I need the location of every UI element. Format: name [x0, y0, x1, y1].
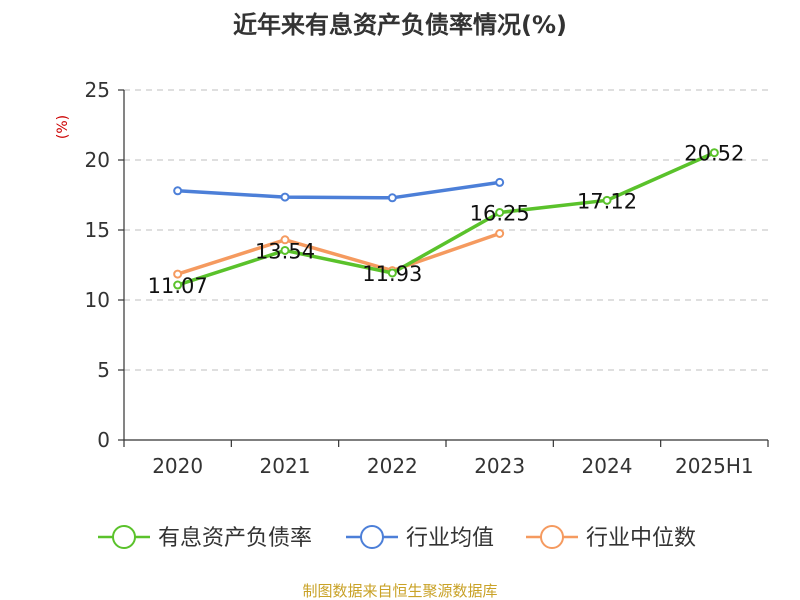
- data-label: 17.12: [577, 189, 637, 213]
- data-point: [495, 177, 505, 187]
- y-tick-label: 5: [97, 358, 110, 382]
- y-tick-label: 15: [85, 218, 110, 242]
- y-tick-label: 0: [97, 428, 110, 452]
- legend-item: 行业中位数: [526, 525, 696, 551]
- x-tick-label: 2021: [260, 454, 311, 478]
- y-tick-label: 10: [85, 288, 110, 312]
- legend-marker: [360, 525, 384, 549]
- series-lines: [173, 148, 719, 290]
- data-label: 13.54: [255, 239, 315, 263]
- legend-item: 有息资产负债率: [98, 525, 312, 551]
- legend-label: 行业均值: [406, 526, 494, 551]
- data-point: [173, 280, 183, 290]
- x-tick-label: 2023: [474, 454, 525, 478]
- series-1: [173, 177, 505, 203]
- y-tick-label: 20: [85, 148, 110, 172]
- grid-lines: [124, 89, 768, 371]
- y-tick-label: 25: [85, 78, 110, 102]
- data-label: 16.25: [470, 202, 530, 226]
- axes: 0 5 10 15 20 25 2020 2021 2022 2023 2024 2025H1: [85, 78, 769, 478]
- data-point: [280, 245, 290, 255]
- data-point: [602, 195, 612, 205]
- legend-label: 有息资产负债率: [158, 526, 312, 551]
- x-tick-label: 2020: [152, 454, 203, 478]
- data-label: 20.52: [684, 142, 744, 166]
- legend-label: 行业中位数: [586, 526, 696, 551]
- data-label: 11.07: [148, 274, 208, 298]
- data-label: 11.93: [362, 262, 422, 286]
- legend-marker: [540, 525, 564, 549]
- series-line: [177, 180, 500, 200]
- x-tick-label: 2025H1: [675, 454, 754, 478]
- legend: 有息资产负债率 行业均值 行业中位数: [98, 525, 696, 551]
- source-note: 制图数据来自恒生聚源数据库: [302, 582, 497, 600]
- legend-item: 行业均值: [346, 525, 494, 551]
- data-point: [173, 186, 183, 196]
- data-labels: 11.07 13.54 11.93 16.25 17.12 20.52: [148, 142, 745, 298]
- data-point: [387, 268, 397, 278]
- x-tick-label: 2022: [367, 454, 418, 478]
- data-point: [387, 193, 397, 203]
- data-point: [495, 229, 505, 238]
- data-point: [709, 148, 719, 158]
- data-point: [280, 192, 290, 202]
- chart-title: 近年来有息资产负债率情况(%): [233, 11, 567, 39]
- x-tick-label: 2024: [582, 454, 633, 478]
- legend-marker: [112, 525, 136, 549]
- data-point: [280, 235, 290, 245]
- series-line: [177, 151, 716, 287]
- y-axis-label: (%): [55, 115, 71, 139]
- data-point: [173, 269, 183, 279]
- series-line: [177, 231, 501, 276]
- data-point: [495, 208, 505, 217]
- series-0: [173, 148, 719, 290]
